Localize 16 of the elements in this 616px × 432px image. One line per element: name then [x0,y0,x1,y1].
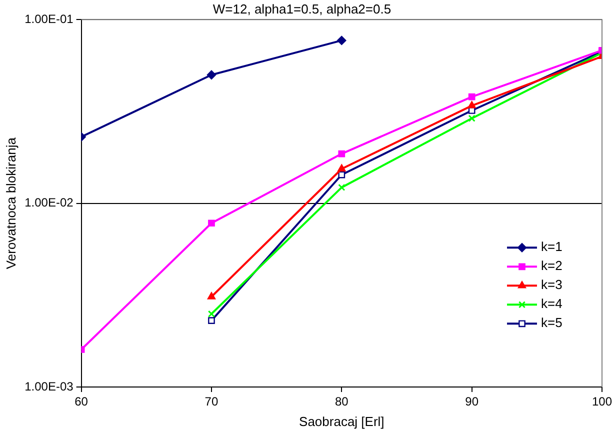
legend-label: k=3 [541,277,562,292]
x-tick-label: 90 [465,394,479,409]
y-axis-title: Verovatnoca blokiranja [3,136,18,270]
y-tick-label: 1.00E-01 [24,12,74,26]
legend-label: k=1 [541,239,562,254]
x-axis-title: Saobracaj [Erl] [299,414,384,429]
legend-label: k=2 [541,258,562,274]
legend-label: k=5 [541,315,562,330]
x-tick-label: 70 [204,394,218,409]
x-tick-label: 60 [74,394,88,409]
chart-title: W=12, alpha1=0.5, alpha2=0.5 [212,1,392,16]
y-tick-label: 1.00E-03 [24,379,74,394]
legend-label: k=4 [541,296,562,312]
y-tick-label: 1.00E-02 [24,196,74,210]
x-tick-label: 100 [592,394,612,409]
x-tick-label: 80 [334,394,349,409]
